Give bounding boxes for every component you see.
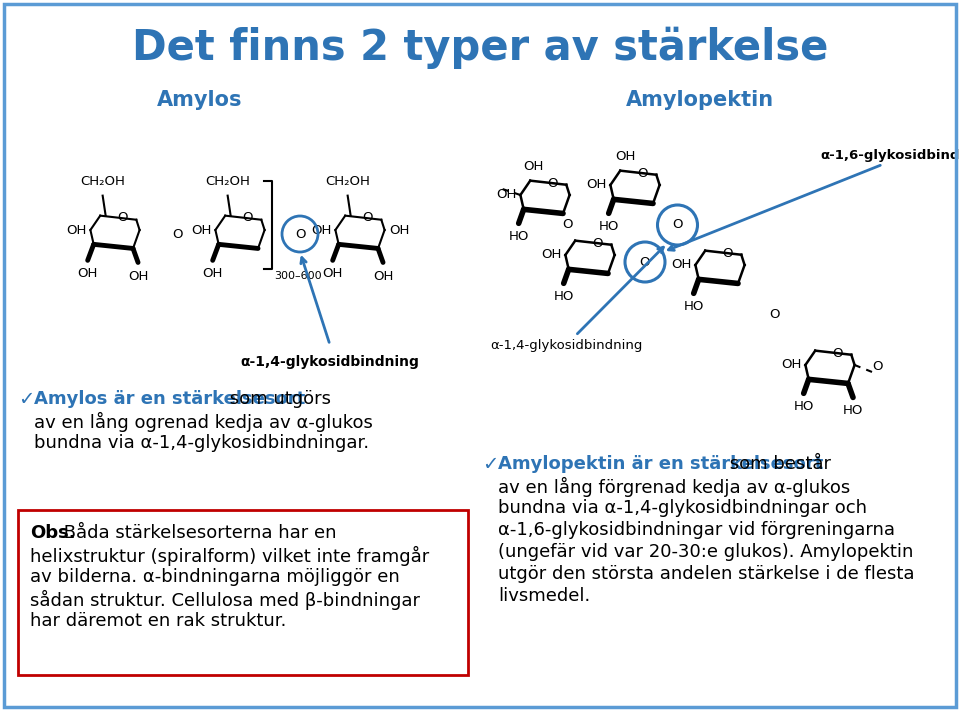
Text: Amylos: Amylos [157, 90, 243, 110]
Text: (ungefär vid var 20-30:e glukos). Amylopektin: (ungefär vid var 20-30:e glukos). Amylop… [498, 543, 913, 561]
Text: har däremot en rak struktur.: har däremot en rak struktur. [30, 612, 286, 630]
Text: O: O [172, 228, 182, 242]
Text: HO: HO [554, 290, 574, 304]
Text: CH₂OH: CH₂OH [81, 175, 125, 188]
Text: Det finns 2 typer av stärkelse: Det finns 2 typer av stärkelse [132, 27, 828, 69]
Text: OH: OH [671, 259, 691, 272]
Text: OH: OH [615, 149, 636, 163]
Text: α-1,6-glykosidbindning: α-1,6-glykosidbindning [668, 149, 960, 250]
Text: O: O [873, 360, 883, 373]
Text: α-1,6-glykosidbindningar vid förgreningarna: α-1,6-glykosidbindningar vid förgreninga… [498, 521, 895, 539]
Text: OH: OH [541, 249, 562, 262]
Text: av en lång förgrenad kedja av α-glukos: av en lång förgrenad kedja av α-glukos [498, 477, 851, 497]
Text: O: O [242, 211, 252, 224]
Text: OH: OH [323, 267, 343, 280]
Text: O: O [672, 218, 683, 232]
Text: α-1,4-glykosidbindning: α-1,4-glykosidbindning [241, 355, 420, 369]
Text: bundna via α-1,4-glykosidbindningar och: bundna via α-1,4-glykosidbindningar och [498, 499, 867, 517]
Text: utgör den största andelen stärkelse i de flesta: utgör den största andelen stärkelse i de… [498, 565, 915, 583]
Text: HO: HO [684, 300, 704, 314]
Text: som utgörs: som utgörs [224, 390, 331, 408]
Text: HO: HO [509, 230, 529, 243]
Text: α-1,4-glykosidbindning: α-1,4-glykosidbindning [490, 247, 663, 351]
Text: CH₂OH: CH₂OH [325, 175, 371, 188]
Text: OH: OH [523, 160, 543, 173]
Text: CH₂OH: CH₂OH [205, 175, 251, 188]
Text: OH: OH [496, 188, 516, 201]
Text: O: O [722, 247, 732, 260]
Text: O: O [770, 309, 780, 321]
Text: HO: HO [598, 220, 619, 233]
Text: OH: OH [586, 178, 607, 191]
Text: OH: OH [128, 270, 148, 284]
Text: OH: OH [311, 223, 331, 237]
Text: Amylopektin är en stärkelsesort: Amylopektin är en stärkelsesort [498, 455, 824, 473]
Text: HO: HO [843, 405, 863, 417]
Text: OH: OH [203, 267, 223, 280]
Text: bundna via α-1,4-glykosidbindningar.: bundna via α-1,4-glykosidbindningar. [34, 434, 370, 452]
Text: Amylopektin: Amylopektin [626, 90, 774, 110]
Text: O: O [637, 167, 648, 180]
Text: av en lång ogrenad kedja av α-glukos: av en lång ogrenad kedja av α-glukos [34, 412, 372, 432]
Text: OH: OH [390, 223, 410, 237]
Text: O: O [832, 347, 843, 360]
Text: livsmedel.: livsmedel. [498, 587, 590, 605]
Text: som består: som består [724, 455, 831, 473]
Text: Amylos är en stärkelsesort: Amylos är en stärkelsesort [34, 390, 305, 408]
Text: ✓: ✓ [482, 455, 498, 474]
Text: OH: OH [781, 358, 802, 372]
Text: OH: OH [372, 270, 394, 284]
Text: OH: OH [66, 223, 86, 237]
Text: O: O [295, 228, 305, 240]
Text: OH: OH [191, 223, 211, 237]
Text: O: O [362, 211, 372, 224]
Text: HO: HO [794, 400, 814, 413]
Text: OH: OH [78, 267, 98, 280]
Text: O: O [117, 211, 128, 224]
Text: ✓: ✓ [18, 390, 35, 409]
Text: Obs.: Obs. [30, 524, 76, 542]
Text: sådan struktur. Cellulosa med β-bindningar: sådan struktur. Cellulosa med β-bindning… [30, 590, 420, 610]
Text: helixstruktur (spiralform) vilket inte framgår: helixstruktur (spiralform) vilket inte f… [30, 546, 429, 566]
Text: O: O [639, 255, 650, 269]
Text: O: O [563, 218, 573, 232]
Text: Båda stärkelsesorterna har en: Båda stärkelsesorterna har en [58, 524, 337, 542]
Text: 300–600: 300–600 [275, 272, 322, 282]
Text: O: O [592, 237, 603, 250]
Text: av bilderna. α-bindningarna möjliggör en: av bilderna. α-bindningarna möjliggör en [30, 568, 399, 586]
Text: O: O [547, 177, 558, 191]
